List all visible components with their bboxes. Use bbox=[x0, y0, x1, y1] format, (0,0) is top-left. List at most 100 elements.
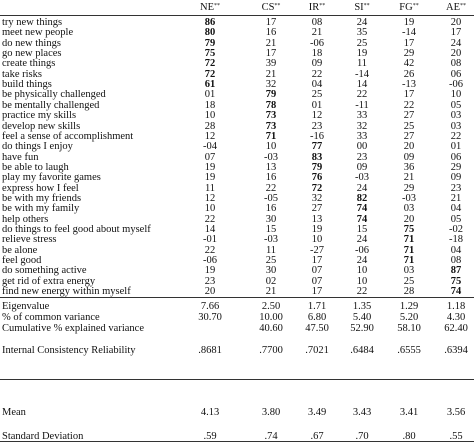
cell: 1.71 bbox=[307, 301, 327, 312]
cell: 80 bbox=[204, 27, 216, 39]
cell: 17 bbox=[403, 89, 415, 101]
cell: 71 bbox=[403, 244, 415, 256]
cell: 75 bbox=[450, 275, 462, 287]
cell: 17 bbox=[403, 37, 415, 49]
cell: 09 bbox=[311, 58, 323, 70]
cell: 05 bbox=[450, 213, 462, 225]
cell: 08 bbox=[450, 58, 462, 70]
cell: 72 bbox=[204, 58, 216, 70]
section-rule bbox=[0, 379, 474, 380]
cell: 22 bbox=[450, 130, 462, 142]
cell: 73 bbox=[265, 120, 277, 132]
cell: 21 bbox=[265, 37, 277, 49]
cell: 03 bbox=[403, 203, 415, 215]
row-label: Internal Consistency Reliability bbox=[2, 345, 136, 356]
cell: 20 bbox=[204, 286, 216, 298]
cell: 79 bbox=[311, 161, 323, 173]
row-label: build things bbox=[2, 79, 52, 91]
row-label: be alone bbox=[2, 244, 38, 256]
row-label: Mean bbox=[2, 407, 26, 418]
row-label: Eigenvalue bbox=[2, 301, 50, 312]
cell: 25 bbox=[311, 89, 323, 101]
cell: 21 bbox=[265, 68, 277, 80]
cell: 5.40 bbox=[352, 312, 372, 323]
cell: 23 bbox=[356, 151, 368, 163]
cell: 30 bbox=[265, 213, 277, 225]
header-rule bbox=[0, 15, 474, 16]
cell: 08 bbox=[450, 255, 462, 267]
cell: 6.80 bbox=[307, 312, 327, 323]
column-header: AE** bbox=[446, 1, 466, 13]
cell: 4.13 bbox=[200, 407, 220, 418]
cell: 19 bbox=[204, 161, 216, 173]
cell: 19 bbox=[403, 17, 415, 28]
cell: -03 bbox=[355, 172, 369, 184]
cell: 21 bbox=[311, 27, 323, 39]
significance-mark: ** bbox=[460, 3, 466, 9]
cell: 58.10 bbox=[397, 323, 421, 334]
cell: 10 bbox=[311, 234, 323, 246]
cell: -05 bbox=[264, 192, 278, 204]
cell: 73 bbox=[265, 110, 277, 122]
row-label: get rid of extra energy bbox=[2, 275, 96, 287]
cell: 22 bbox=[356, 286, 368, 298]
cell: 75 bbox=[403, 224, 415, 235]
cell: 1.35 bbox=[352, 301, 372, 312]
cell: 10 bbox=[265, 141, 277, 153]
cell: 15 bbox=[265, 224, 277, 235]
cell: 10 bbox=[356, 275, 368, 287]
cell: 28 bbox=[204, 120, 216, 132]
cell: 1.29 bbox=[399, 301, 419, 312]
cell: 12 bbox=[204, 192, 216, 204]
cell: -16 bbox=[310, 130, 324, 142]
body-rule bbox=[0, 297, 474, 298]
cell: 07 bbox=[311, 265, 323, 277]
cell: 24 bbox=[356, 182, 368, 194]
cell: 23 bbox=[311, 120, 323, 132]
cell: .67 bbox=[310, 431, 324, 442]
cell: 25 bbox=[403, 120, 415, 132]
cell: 3.56 bbox=[446, 407, 466, 418]
cell: 3.41 bbox=[399, 407, 419, 418]
cell: 17 bbox=[265, 48, 277, 60]
cell: 17 bbox=[265, 17, 277, 28]
cell: 86 bbox=[204, 17, 216, 28]
row-label: % of common variance bbox=[2, 312, 100, 323]
cell: 75 bbox=[204, 48, 216, 60]
significance-mark: ** bbox=[274, 3, 281, 9]
row-label: meet new people bbox=[2, 27, 74, 39]
cell: 22 bbox=[265, 182, 277, 194]
row-label: practice my skills bbox=[2, 110, 77, 122]
cell: 40.60 bbox=[259, 323, 283, 334]
cell: 72 bbox=[204, 68, 216, 80]
cell: 13 bbox=[265, 161, 277, 173]
cell: 71 bbox=[265, 130, 277, 142]
cell: 72 bbox=[311, 182, 323, 194]
cell: 16 bbox=[265, 27, 277, 39]
cell: -14 bbox=[402, 27, 416, 39]
column-header: NE** bbox=[200, 1, 220, 13]
cell: 71 bbox=[403, 234, 415, 246]
cell: 29 bbox=[403, 48, 415, 60]
cell: -27 bbox=[310, 244, 324, 256]
column-header: CS** bbox=[262, 1, 281, 13]
cell: -13 bbox=[402, 79, 416, 91]
cell: 30 bbox=[265, 265, 277, 277]
cell: 71 bbox=[403, 255, 415, 267]
row-label: do something active bbox=[2, 265, 87, 277]
cell: 33 bbox=[356, 110, 368, 122]
cell: 5.20 bbox=[399, 312, 419, 323]
cell: 07 bbox=[204, 151, 216, 163]
cell: 42 bbox=[403, 58, 415, 70]
cell: 04 bbox=[311, 79, 323, 91]
significance-mark: ** bbox=[319, 3, 326, 9]
cell: -06 bbox=[449, 79, 463, 91]
cell: 01 bbox=[450, 141, 462, 153]
cell: 04 bbox=[450, 203, 462, 215]
cell: 24 bbox=[356, 255, 368, 267]
row-label: help others bbox=[2, 213, 49, 225]
cell: 21 bbox=[265, 286, 277, 298]
cell: 26 bbox=[403, 68, 415, 80]
cell: 52.90 bbox=[350, 323, 374, 334]
